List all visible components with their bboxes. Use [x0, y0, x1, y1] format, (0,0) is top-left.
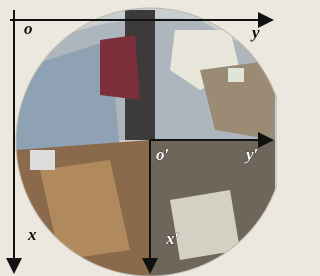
figure: o y x o′ y′ x′	[0, 0, 277, 276]
x-label: x	[27, 225, 37, 244]
y-prime-label: y′	[244, 145, 258, 164]
fisheye-photo	[0, 0, 277, 276]
origin-prime-label: o′	[156, 145, 169, 164]
y-label: y	[250, 23, 260, 42]
x-prime-label: x′	[165, 229, 179, 248]
origin-label: o	[24, 19, 33, 38]
